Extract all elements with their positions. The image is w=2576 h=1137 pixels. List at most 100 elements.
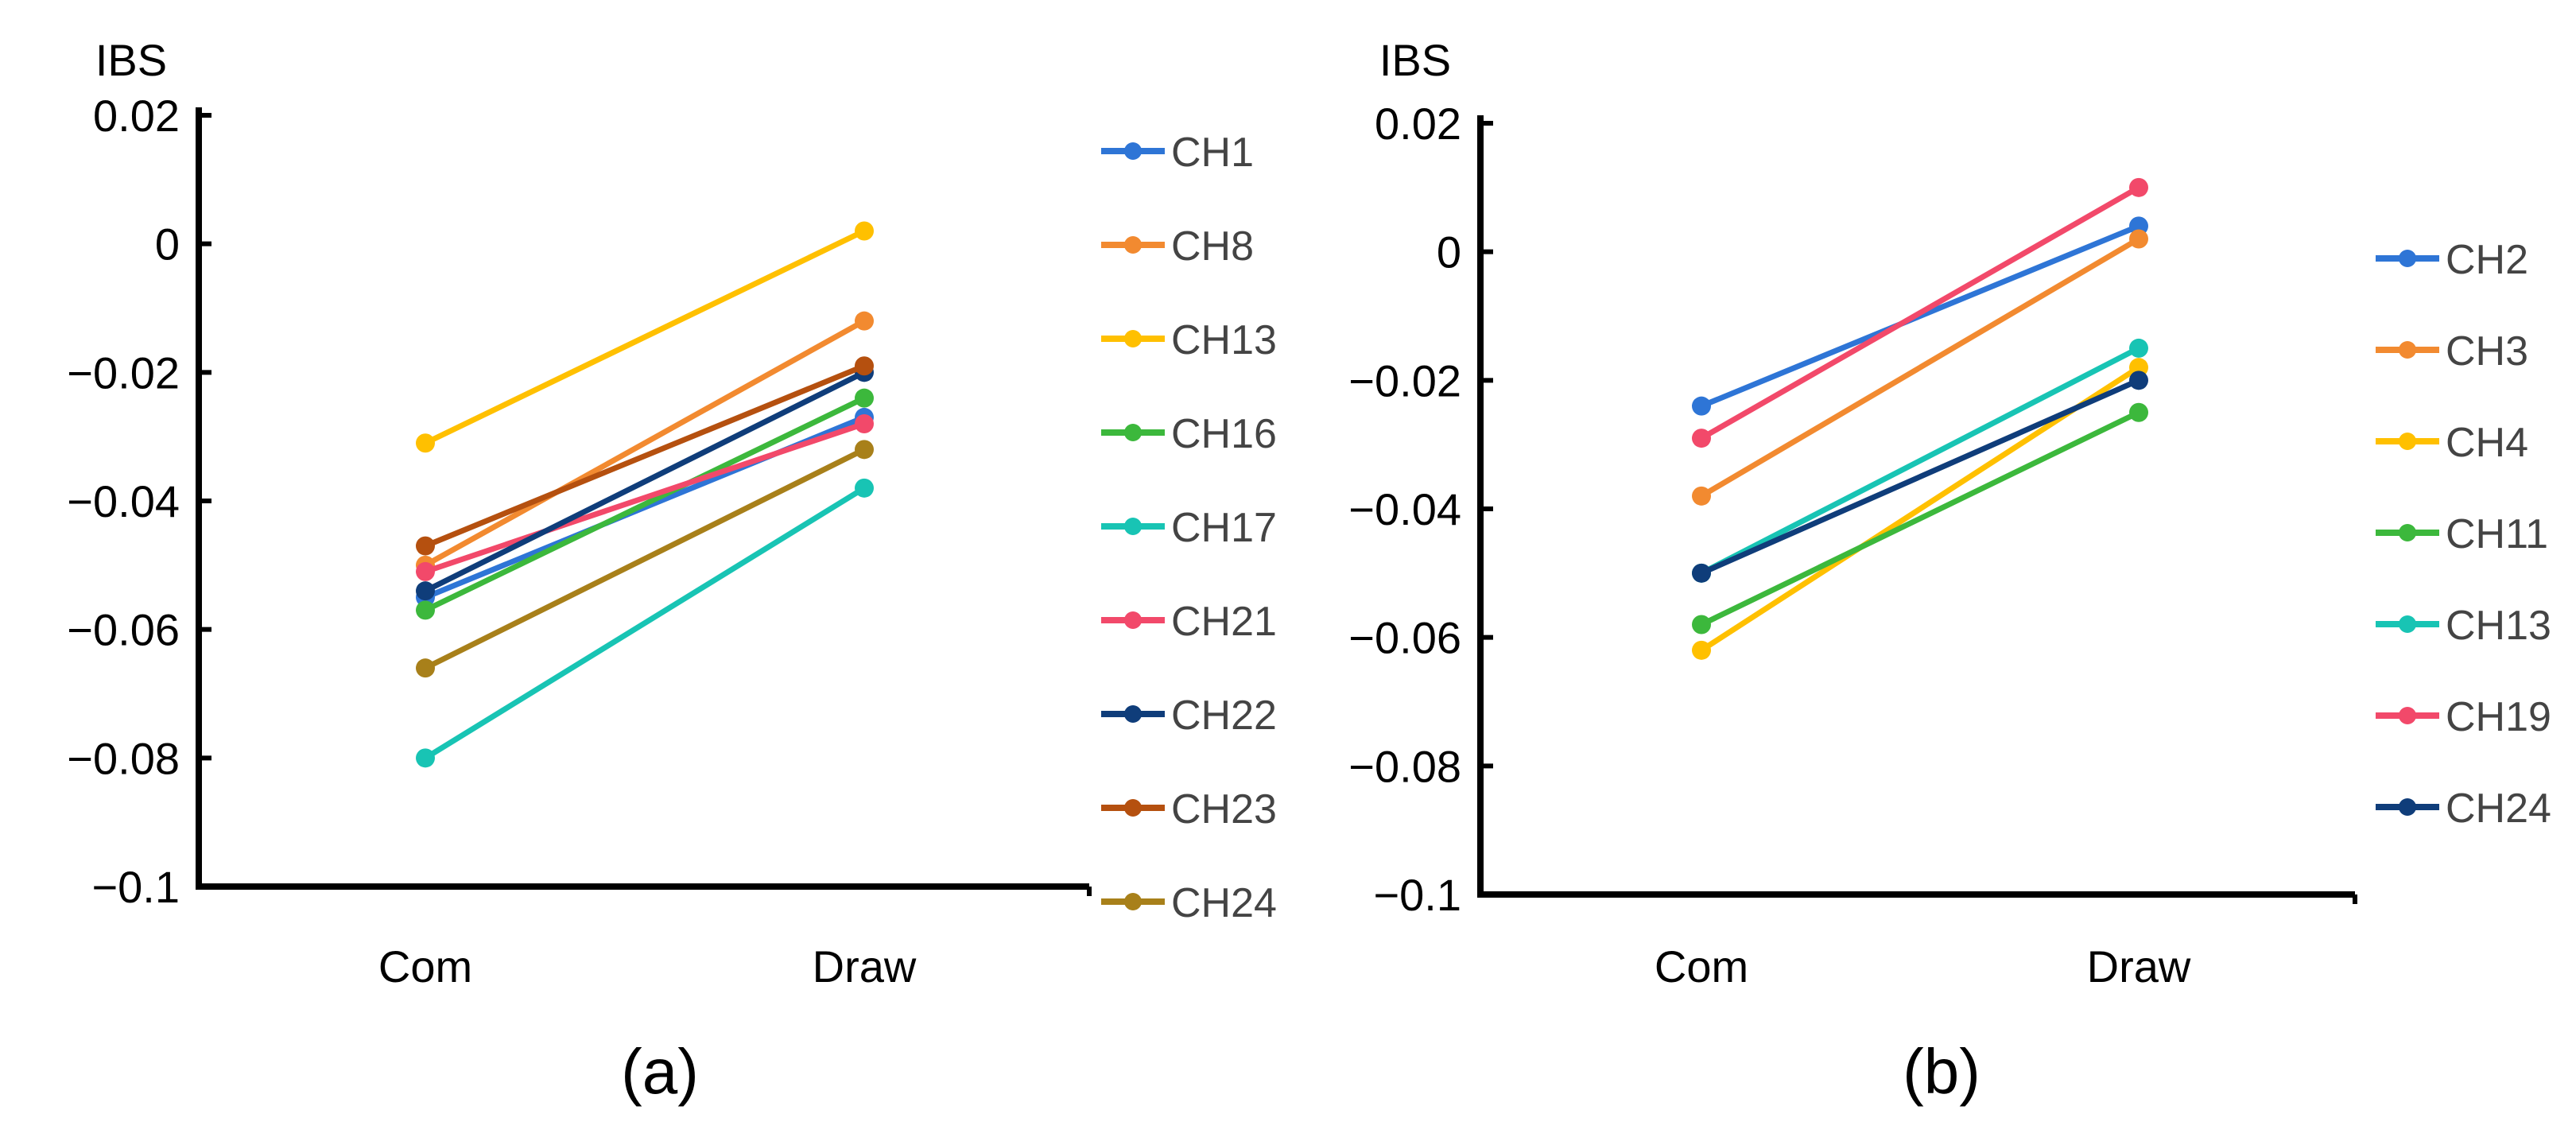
data-point-ch23 bbox=[416, 536, 435, 556]
legend-marker bbox=[2399, 707, 2416, 724]
legend-label: CH16 bbox=[1171, 411, 1277, 457]
data-point-ch4 bbox=[1692, 640, 1711, 660]
series-line-ch2 bbox=[1698, 223, 2142, 409]
legend-label: CH2 bbox=[2446, 237, 2528, 283]
series-line-ch13 bbox=[422, 228, 867, 446]
legend-marker bbox=[1124, 142, 1142, 160]
legend-marker bbox=[2399, 524, 2416, 541]
legend-item-ch3: CH3 bbox=[2376, 328, 2528, 374]
legend-item-ch1: CH1 bbox=[1101, 130, 1254, 176]
data-point-ch8 bbox=[855, 311, 874, 331]
legend-marker bbox=[1124, 611, 1142, 629]
legend-marker bbox=[1124, 799, 1142, 817]
data-point-ch13 bbox=[855, 221, 874, 241]
legend-item-ch24: CH24 bbox=[2376, 786, 2551, 832]
legend-item-ch11: CH11 bbox=[2376, 511, 2548, 557]
legend-item-ch24: CH24 bbox=[1101, 880, 1277, 926]
legend-label: CH21 bbox=[1171, 599, 1277, 645]
panel-label: (b) bbox=[1903, 1036, 1980, 1107]
y-axis-title: IBS bbox=[95, 35, 167, 85]
legend-item-ch4: CH4 bbox=[2376, 420, 2528, 466]
series-line-ch24 bbox=[422, 446, 867, 671]
legend-marker bbox=[2399, 250, 2416, 267]
y-tick-label: −0.04 bbox=[67, 476, 180, 526]
legend-label: CH8 bbox=[1171, 223, 1254, 270]
series-line-ch23 bbox=[422, 363, 867, 549]
y-tick-label: −0.1 bbox=[91, 862, 180, 912]
legend-item-ch13: CH13 bbox=[2376, 603, 2551, 649]
legend-marker bbox=[1124, 518, 1142, 535]
legend-marker bbox=[2399, 433, 2416, 450]
y-tick-label: 0 bbox=[1437, 227, 1461, 277]
data-point-ch11 bbox=[2129, 402, 2148, 422]
legend-label: CH17 bbox=[1171, 505, 1277, 551]
data-point-ch19 bbox=[2129, 177, 2148, 197]
data-point-ch2 bbox=[1692, 396, 1711, 416]
legend-marker bbox=[2399, 798, 2416, 816]
series-line-ch21 bbox=[422, 421, 867, 575]
data-point-ch13 bbox=[416, 433, 435, 453]
data-point-ch17 bbox=[855, 478, 874, 498]
chart-panel-a: 0.02 0 −0.02 −0.04 −0.06 −0.08 −0.1 IBS Com Draw C… bbox=[67, 35, 1277, 1107]
data-point-ch19 bbox=[1692, 429, 1711, 448]
data-point-ch22 bbox=[416, 581, 435, 601]
y-tick-label: −0.06 bbox=[1348, 613, 1461, 663]
y-tick-label: −0.08 bbox=[1348, 741, 1461, 791]
legend-label: CH19 bbox=[2446, 694, 2551, 740]
series-line-ch22 bbox=[422, 369, 867, 594]
data-point-ch13 bbox=[2129, 338, 2148, 358]
legend-item-ch8: CH8 bbox=[1101, 223, 1254, 270]
y-tick-label: −0.02 bbox=[1348, 355, 1461, 406]
series-line-ch3 bbox=[1698, 236, 2142, 499]
y-tick-label: −0.08 bbox=[67, 733, 180, 783]
x-category-label: Com bbox=[1655, 941, 1748, 991]
y-tick-label: −0.06 bbox=[67, 605, 180, 655]
data-point-ch24 bbox=[1692, 563, 1711, 583]
legend-label: CH23 bbox=[1171, 786, 1277, 832]
panel-label: (a) bbox=[621, 1036, 699, 1107]
legend-item-ch19: CH19 bbox=[2376, 694, 2551, 740]
legend-label: CH24 bbox=[2446, 786, 2551, 832]
data-point-ch21 bbox=[416, 561, 435, 581]
data-point-ch23 bbox=[855, 356, 874, 376]
series-line-ch13 bbox=[1698, 345, 2142, 576]
x-category-label: Draw bbox=[813, 941, 917, 991]
x-category-label: Com bbox=[378, 941, 472, 991]
legend-label: CH4 bbox=[2446, 420, 2528, 466]
chart-panel-b: 0.02 0 −0.02 −0.04 −0.06 −0.08 −0.1 IBS Com Draw C… bbox=[1348, 35, 2551, 1107]
data-point-ch24 bbox=[855, 440, 874, 460]
series-line-ch19 bbox=[1698, 184, 2142, 441]
legend-item-ch2: CH2 bbox=[2376, 237, 2528, 283]
legend-label: CH22 bbox=[1171, 693, 1277, 739]
legend-marker bbox=[1124, 424, 1142, 441]
series-line-ch11 bbox=[1698, 409, 2142, 627]
data-point-ch21 bbox=[855, 414, 874, 433]
legend-item-ch23: CH23 bbox=[1101, 786, 1277, 832]
data-point-ch24 bbox=[416, 658, 435, 678]
x-category-label: Draw bbox=[2087, 941, 2191, 991]
legend-item-ch16: CH16 bbox=[1101, 411, 1277, 457]
legend-item-ch13: CH13 bbox=[1101, 317, 1277, 363]
series-line-ch16 bbox=[422, 395, 867, 613]
data-point-ch3 bbox=[1692, 486, 1711, 506]
legend-item-ch22: CH22 bbox=[1101, 693, 1277, 739]
legend-marker bbox=[2399, 341, 2416, 359]
legend-label: CH11 bbox=[2446, 511, 2548, 557]
legend-marker bbox=[2399, 615, 2416, 633]
legend-label: CH24 bbox=[1171, 880, 1277, 926]
series-line-ch24 bbox=[1698, 377, 2142, 576]
data-point-ch24 bbox=[2129, 371, 2148, 390]
series-line-ch17 bbox=[422, 485, 867, 761]
y-tick-label: 0.02 bbox=[1375, 99, 1461, 149]
data-point-ch17 bbox=[416, 748, 435, 768]
legend-label: CH13 bbox=[1171, 317, 1277, 363]
data-point-ch3 bbox=[2129, 229, 2148, 249]
series-line-ch8 bbox=[422, 318, 867, 568]
data-point-ch16 bbox=[416, 600, 435, 620]
legend-label: CH1 bbox=[1171, 130, 1254, 176]
legend-marker bbox=[1124, 236, 1142, 254]
legend-label: CH3 bbox=[2446, 328, 2528, 374]
y-tick-label: 0.02 bbox=[93, 91, 180, 141]
y-tick-label: 0 bbox=[155, 219, 180, 270]
